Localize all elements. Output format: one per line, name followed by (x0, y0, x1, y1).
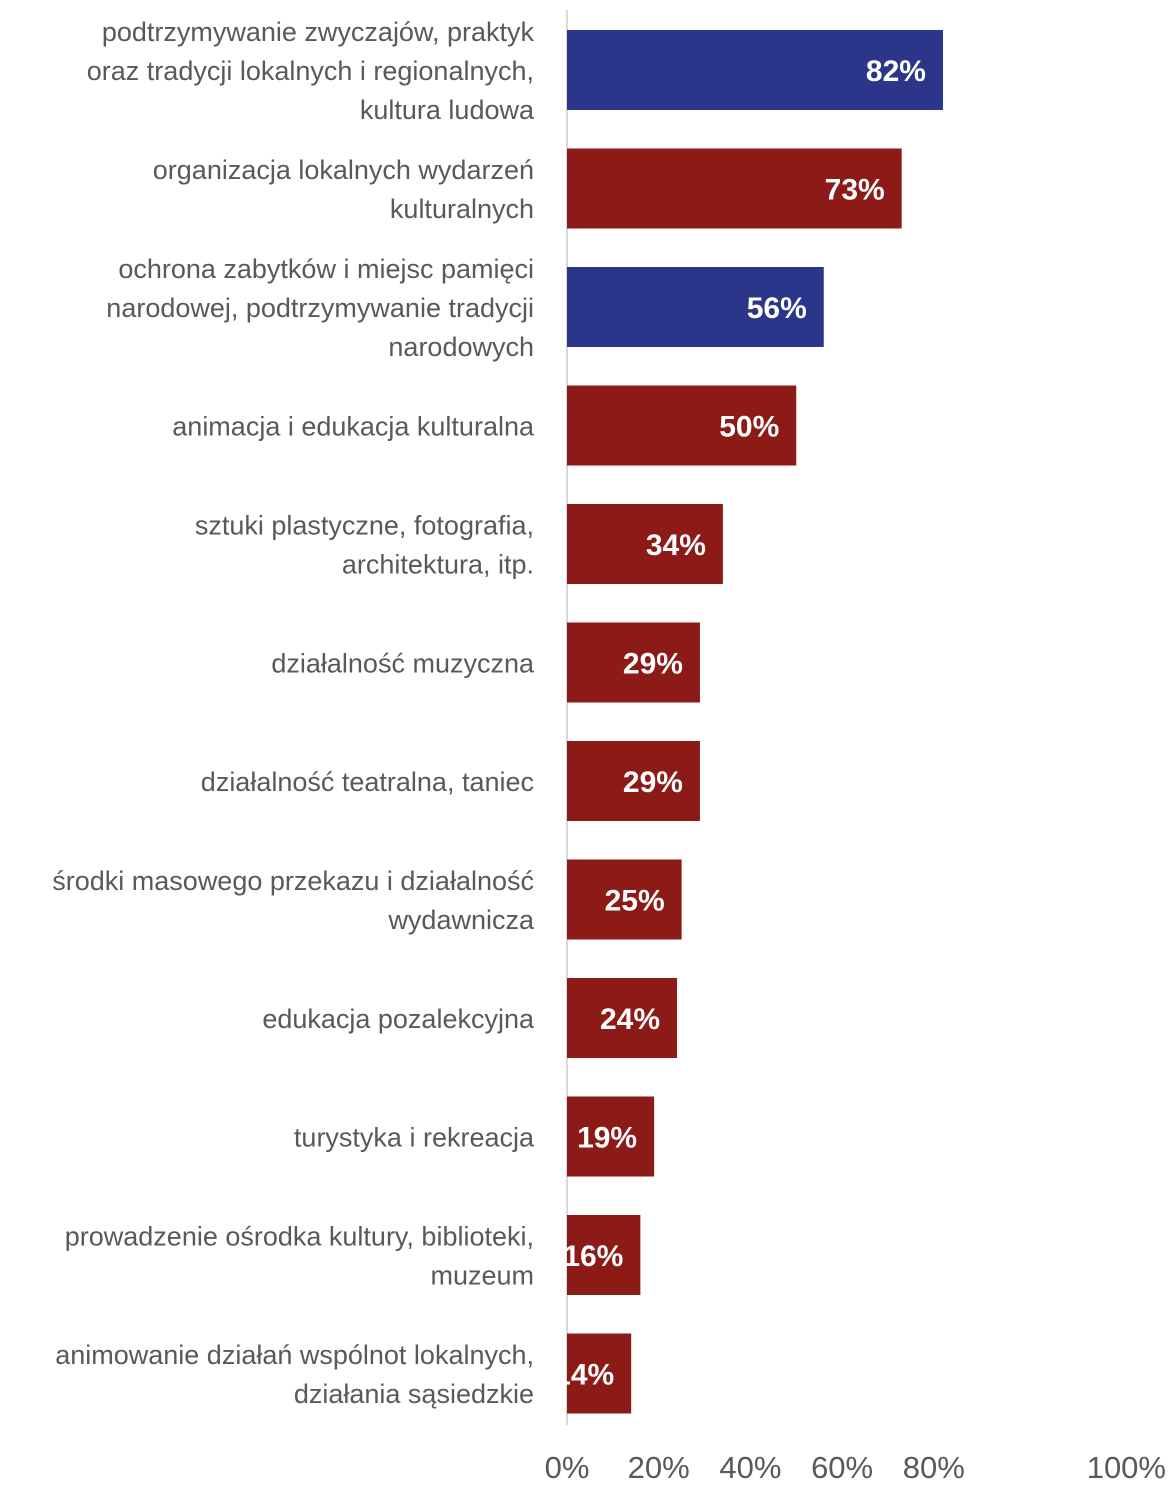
category-label-line: kulturalnych (390, 194, 534, 224)
bar (567, 1333, 632, 1414)
bar-value-label: 73% (825, 174, 885, 207)
category-label-line: prowadzenie ośrodka kultury, biblioteki, (65, 1222, 534, 1252)
category-label-line: architektura, itp. (342, 550, 534, 580)
category-label-line: ochrona zabytków i miejsc pamięci (118, 254, 534, 284)
category-label-line: animacja i edukacja kulturalna (172, 412, 535, 442)
category-label: animowanie działań wspólnot lokalnych, dz… (55, 1340, 534, 1409)
bar-value-label: 19% (577, 1122, 637, 1155)
category-label-line: środki masowego przekazu i działalność (52, 866, 534, 896)
bar (567, 504, 723, 584)
category-label: edukacja pozalekcyjna (262, 1004, 535, 1034)
category-label-line: wydawnicza (387, 905, 535, 935)
bar-value-label: 24% (600, 1003, 660, 1036)
category-label-line: muzeum (430, 1261, 534, 1291)
bar-value-label: 14% (554, 1359, 614, 1392)
x-tick-label: 80% (903, 1450, 965, 1485)
bar-value-label: 29% (623, 648, 683, 681)
category-label-line: organizacja lokalnych wydarzeń (153, 155, 534, 185)
category-label: sztuki plastyczne, fotografia, architektu… (195, 511, 534, 580)
category-label-line: edukacja pozalekcyjna (262, 1004, 535, 1034)
x-tick-label: 20% (628, 1450, 690, 1485)
category-label: prowadzenie ośrodka kultury, biblioteki,… (65, 1222, 534, 1291)
x-tick-label: 100% (1087, 1450, 1166, 1485)
bar (567, 148, 902, 229)
category-label: środki masowego przekazu i działalność wy… (52, 866, 535, 935)
bar-value-label: 16% (563, 1240, 623, 1273)
bar-value-label: 50% (719, 411, 779, 444)
x-tick-label: 40% (719, 1450, 781, 1485)
bar-value-label: 25% (605, 885, 665, 918)
bar (567, 1215, 641, 1295)
category-label: organizacja lokalnych wydarzeń kulturalny… (153, 155, 534, 224)
category-label: ochrona zabytków i miejsc pamięci narodow… (106, 254, 534, 362)
bar (567, 267, 824, 347)
category-label-line: działalność teatralna, taniec (201, 767, 534, 797)
x-tick-label: 60% (811, 1450, 873, 1485)
bar (567, 385, 797, 466)
category-label-line: narodowych (388, 332, 534, 362)
bar (567, 741, 700, 821)
bar-value-label: 82% (866, 55, 926, 88)
category-label-line: podtrzymywanie zwyczajów, praktyk (102, 17, 535, 47)
bar (567, 622, 700, 703)
category-label: animacja i edukacja kulturalna (172, 412, 535, 442)
category-label: działalność muzyczna (271, 649, 535, 679)
x-tick-label: 0% (545, 1450, 590, 1485)
bar-value-label: 56% (747, 292, 807, 325)
bar-value-label: 29% (623, 766, 683, 799)
category-label-line: działalność muzyczna (271, 649, 535, 679)
category-label-line: oraz tradycji lokalnych i regionalnych, (87, 56, 534, 86)
category-label-line: narodowej, podtrzymywanie tradycji (106, 293, 534, 323)
category-label-line: kultura ludowa (360, 95, 535, 125)
category-label-line: działania sąsiedzkie (294, 1379, 534, 1409)
bar-value-label: 34% (646, 529, 706, 562)
bar (567, 978, 678, 1058)
category-label-line: sztuki plastyczne, fotografia, (195, 511, 534, 541)
bar (567, 30, 943, 110)
bar (567, 1096, 655, 1177)
category-label-line: turystyka i rekreacja (294, 1123, 535, 1153)
category-label: działalność teatralna, taniec (201, 767, 534, 797)
category-label: podtrzymywanie zwyczajów, praktyk oraz tr… (87, 17, 535, 125)
bar (567, 859, 682, 940)
category-label-line: animowanie działań wspólnot lokalnych, (55, 1340, 534, 1370)
category-label: turystyka i rekreacja (294, 1123, 535, 1153)
